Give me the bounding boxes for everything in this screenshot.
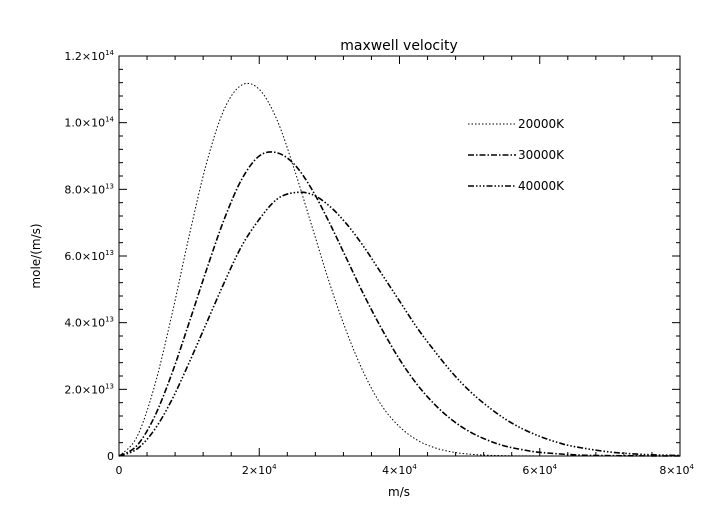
chart-title: maxwell velocity [340, 38, 458, 54]
x-tick-label-exponent: 4 [553, 463, 558, 471]
y-axis-label: mole/(m/s) [29, 223, 43, 288]
y-tick-label: 2.0×1013 [64, 382, 114, 396]
y-tick-label: 1.2×1014 [64, 49, 114, 63]
x-tick-label: 0 [116, 464, 123, 477]
y-tick-label: 0 [107, 450, 114, 463]
plot-frame [118, 55, 681, 457]
axis-ticks [118, 55, 681, 457]
y-tick-label-mantissa: 6.0×10 [64, 250, 105, 263]
y-tick-label: 1.0×1014 [64, 116, 114, 130]
y-tick-label-mantissa: 0 [107, 450, 114, 463]
y-tick-label: 6.0×1013 [64, 249, 114, 263]
y-tick-label-mantissa: 1.2×10 [64, 50, 105, 63]
legend-label: 30000K [518, 148, 565, 162]
y-tick-label-mantissa: 4.0×10 [64, 317, 105, 330]
x-tick-label-mantissa: 4×10 [382, 464, 412, 477]
y-tick-label-mantissa: 1.0×10 [64, 117, 105, 130]
y-tick-label-mantissa: 8.0×10 [64, 183, 105, 196]
series-line-40000K [118, 191, 681, 457]
legend-label: 20000K [518, 117, 565, 131]
y-tick-label-exponent: 13 [105, 249, 114, 257]
legend-label: 40000K [518, 179, 565, 193]
series-lines [118, 82, 681, 457]
y-tick-label-exponent: 13 [105, 182, 114, 190]
x-tick-label-mantissa: 6×10 [522, 464, 552, 477]
y-tick-label-exponent: 14 [105, 116, 114, 124]
legend: 20000K 30000K 40000K [468, 117, 565, 193]
y-tick-label: 8.0×1013 [64, 182, 114, 196]
y-tick-label-exponent: 14 [105, 49, 114, 57]
x-tick-label-exponent: 4 [690, 463, 695, 471]
y-tick-label-exponent: 13 [105, 382, 114, 390]
x-tick-label: 4×104 [382, 463, 417, 477]
x-tick-label-mantissa: 2×10 [242, 464, 272, 477]
x-tick-label: 8×104 [659, 463, 694, 477]
x-tick-label-mantissa: 0 [116, 464, 123, 477]
y-tick-label-mantissa: 2.0×10 [64, 383, 105, 396]
series-line-20000K [118, 82, 681, 457]
x-tick-label: 6×104 [522, 463, 557, 477]
tick-labels: 0 2×104 4×104 6×104 8×10402.0×10134.0×10136.… [64, 49, 694, 477]
y-tick-label: 4.0×1013 [64, 316, 114, 330]
x-tick-label: 2×104 [242, 463, 277, 477]
y-tick-label-exponent: 13 [105, 316, 114, 324]
x-tick-label-mantissa: 8×10 [659, 464, 689, 477]
x-axis-label: m/s [388, 485, 410, 499]
x-tick-label-exponent: 4 [412, 463, 417, 471]
series-line-30000K [118, 151, 681, 457]
x-tick-label-exponent: 4 [272, 463, 277, 471]
